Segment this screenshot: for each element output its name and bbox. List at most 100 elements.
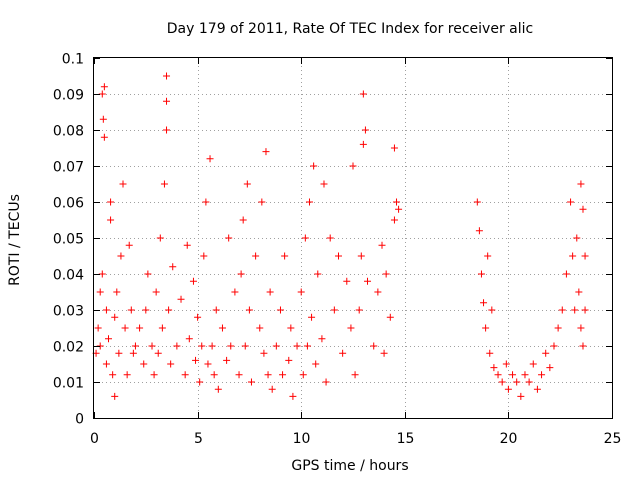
data-point — [183, 241, 191, 249]
data-point — [390, 144, 398, 152]
data-point — [297, 288, 305, 296]
data-point — [581, 252, 589, 260]
chart-title: Day 179 of 2011, Rate Of TEC Index for r… — [167, 21, 533, 37]
x-tick-label: 20 — [500, 431, 518, 447]
data-point — [484, 252, 492, 260]
data-point — [577, 180, 585, 188]
data-point — [223, 356, 231, 364]
data-point — [245, 306, 253, 314]
data-point — [163, 97, 171, 105]
data-point — [326, 234, 334, 242]
y-tick-label: 0.05 — [53, 232, 84, 248]
data-point — [490, 364, 498, 372]
data-point — [386, 313, 394, 321]
data-point — [111, 392, 119, 400]
y-tick-labels: 0 0.01 0.02 0.03 0.04 0.05 0.06 0.07 0.08 0.09 0.1 — [53, 52, 84, 428]
data-point — [158, 324, 166, 332]
data-point — [167, 360, 175, 368]
data-point — [498, 378, 506, 386]
data-point — [206, 155, 214, 163]
data-point — [142, 306, 150, 314]
data-point — [227, 342, 235, 350]
data-point — [477, 270, 485, 278]
y-tick-label: 0.03 — [53, 304, 84, 320]
data-point — [96, 288, 104, 296]
data-point — [390, 216, 398, 224]
data-point — [318, 335, 326, 343]
y-tick-label: 0.09 — [53, 88, 84, 104]
data-point — [127, 306, 135, 314]
data-point — [359, 140, 367, 148]
data-point — [509, 371, 517, 379]
data-point — [154, 349, 162, 357]
data-point — [163, 126, 171, 134]
data-point — [567, 198, 575, 206]
data-point — [322, 378, 330, 386]
data-point — [264, 371, 272, 379]
data-point — [577, 324, 585, 332]
data-point — [361, 126, 369, 134]
y-tick-label: 0.08 — [53, 124, 84, 140]
data-point — [123, 371, 131, 379]
data-point — [279, 371, 287, 379]
data-point — [517, 392, 525, 400]
data-point — [117, 252, 125, 260]
data-points — [92, 72, 589, 400]
data-point — [303, 342, 311, 350]
data-point — [349, 162, 357, 170]
data-point — [115, 349, 123, 357]
data-point — [177, 295, 185, 303]
data-point — [308, 313, 316, 321]
data-point — [380, 349, 388, 357]
data-point — [260, 349, 268, 357]
data-point — [504, 385, 512, 393]
data-point — [339, 349, 347, 357]
data-point — [579, 205, 587, 213]
x-tick-labels: 0 5 10 15 20 25 — [90, 431, 621, 447]
data-point — [107, 198, 115, 206]
data-point — [575, 288, 583, 296]
data-point — [293, 342, 301, 350]
data-point — [100, 133, 108, 141]
data-point — [204, 360, 212, 368]
data-point — [310, 162, 318, 170]
data-point — [173, 342, 181, 350]
data-point — [305, 198, 313, 206]
data-point — [262, 148, 270, 156]
data-point — [194, 313, 202, 321]
y-tick-label: 0 — [75, 412, 84, 428]
y-tick-label: 0.04 — [53, 268, 84, 284]
data-point — [268, 385, 276, 393]
data-point — [521, 371, 529, 379]
x-tick-label: 0 — [90, 431, 99, 447]
data-point — [289, 392, 297, 400]
data-point — [320, 180, 328, 188]
data-point — [109, 371, 117, 379]
data-point — [382, 270, 390, 278]
data-point — [111, 313, 119, 321]
data-point — [281, 252, 289, 260]
data-point — [494, 371, 502, 379]
data-point — [107, 216, 115, 224]
data-point — [125, 241, 133, 249]
x-tick-label: 5 — [194, 431, 203, 447]
y-tick-label: 0.01 — [53, 376, 84, 392]
y-axis-label: ROTI / TECUs — [7, 194, 23, 286]
data-point — [579, 342, 587, 350]
data-point — [486, 349, 494, 357]
grid-lines — [94, 58, 612, 418]
data-point — [241, 342, 249, 350]
data-point — [243, 180, 251, 188]
data-point — [218, 324, 226, 332]
data-point — [169, 263, 177, 271]
data-point — [247, 378, 255, 386]
data-point — [266, 288, 274, 296]
data-point — [140, 360, 148, 368]
x-tick-label: 10 — [293, 431, 311, 447]
data-point — [364, 277, 372, 285]
x-axis-label: GPS time / hours — [291, 458, 408, 474]
data-point — [312, 360, 320, 368]
x-tick-label: 25 — [604, 431, 622, 447]
data-point — [258, 198, 266, 206]
